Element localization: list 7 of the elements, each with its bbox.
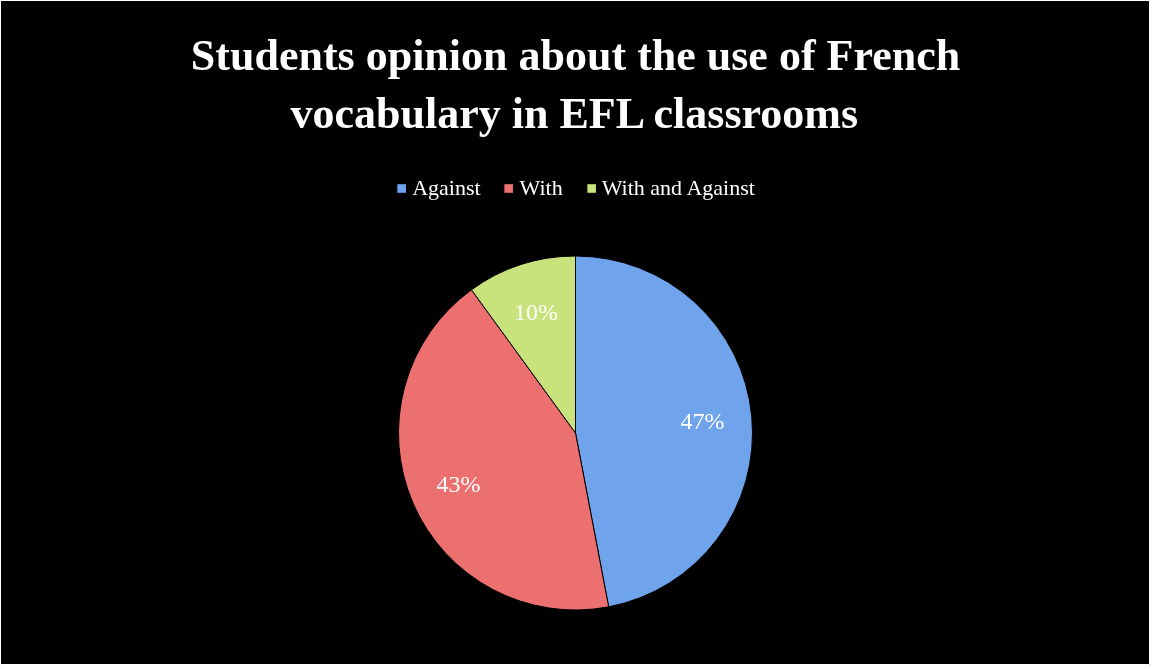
legend-label: With bbox=[519, 175, 563, 201]
data-label: 43% bbox=[436, 470, 481, 497]
data-label: 10% bbox=[514, 298, 559, 325]
chart-title: Students opinion about the use of French vocabulary in EFL classrooms bbox=[190, 31, 961, 138]
legend-label: With and Against bbox=[601, 175, 755, 201]
legend-label: Against bbox=[412, 175, 481, 201]
data-label: 47% bbox=[680, 408, 725, 435]
